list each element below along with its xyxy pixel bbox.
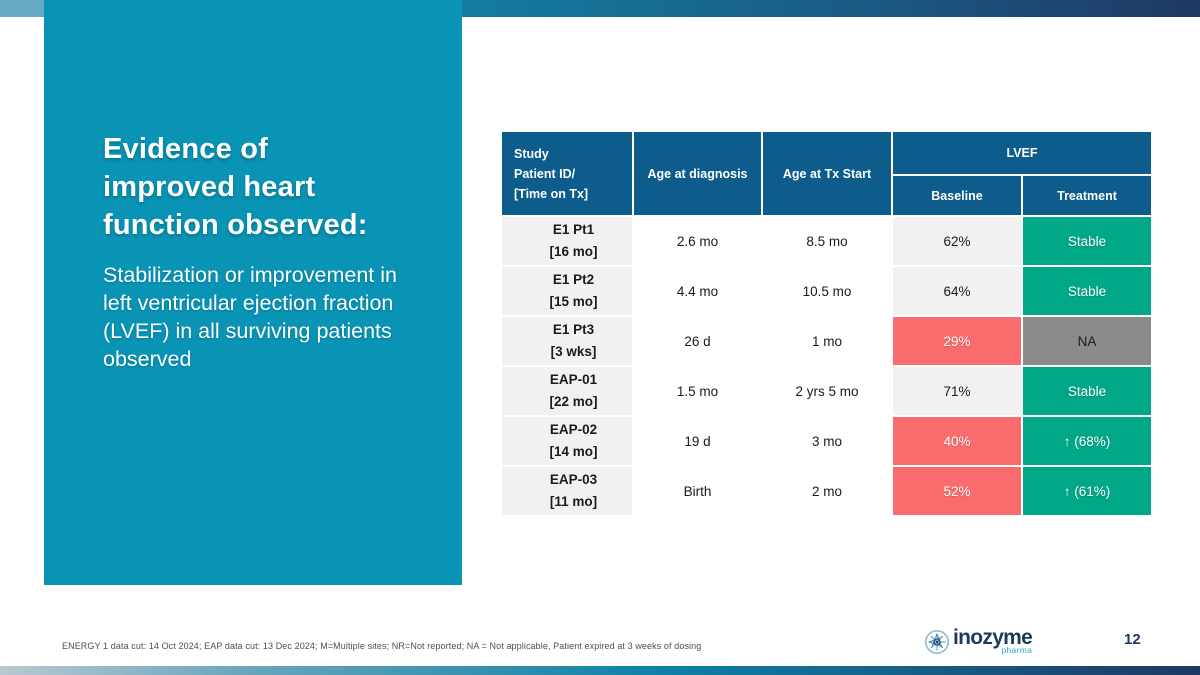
lvef-baseline-cell: 62%	[891, 215, 1023, 267]
lvef-baseline-cell: 64%	[891, 265, 1023, 317]
title-panel: Evidence of improved heart function obse…	[44, 0, 462, 585]
lvef-baseline-cell: 52%	[891, 465, 1023, 517]
lvef-baseline-cell: 40%	[891, 415, 1023, 467]
lvef-treatment-cell: Stable	[1021, 265, 1153, 317]
patient-id-cell: EAP-01 [22 mo]	[500, 365, 634, 417]
lvef-results-table: Study Patient ID/ [Time on Tx] Age at di…	[500, 130, 1153, 517]
lvef-baseline-cell: 71%	[891, 365, 1023, 417]
age-tx-start-cell: 10.5 mo	[761, 265, 893, 317]
inozyme-logo: inozyme pharma	[924, 626, 1033, 655]
inozyme-logo-icon	[925, 630, 949, 654]
age-diagnosis-cell: 26 d	[632, 315, 763, 367]
lvef-baseline-cell: 29%	[891, 315, 1023, 367]
table-row: E1 Pt1 [16 mo] 2.6 mo 8.5 mo 62% Stable	[500, 215, 1153, 267]
patient-id-cell: E1 Pt3 [3 wks]	[500, 315, 634, 367]
top-accent-left-bar	[0, 0, 45, 17]
patient-id-cell: E1 Pt1 [16 mo]	[500, 215, 634, 267]
logo-wordmark: inozyme	[953, 626, 1033, 649]
age-diagnosis-cell: 19 d	[632, 415, 763, 467]
patient-id-cell: EAP-02 [14 mo]	[500, 415, 634, 467]
lvef-treatment-cell: NA	[1021, 315, 1153, 367]
table-row: EAP-01 [22 mo] 1.5 mo 2 yrs 5 mo 71% Sta…	[500, 365, 1153, 417]
patient-id-cell: E1 Pt2 [15 mo]	[500, 265, 634, 317]
lvef-treatment-cell: ↑ (61%)	[1021, 465, 1153, 517]
page-number: 12	[1124, 631, 1141, 648]
age-tx-start-cell: 2 yrs 5 mo	[761, 365, 893, 417]
col-header-lvef: LVEF	[891, 130, 1153, 176]
table-row: EAP-02 [14 mo] 19 d 3 mo 40% ↑ (68%)	[500, 415, 1153, 467]
lvef-treatment-cell: ↑ (68%)	[1021, 415, 1153, 467]
age-tx-start-cell: 2 mo	[761, 465, 893, 517]
age-tx-start-cell: 3 mo	[761, 415, 893, 467]
col-header-age-at-tx-start: Age at Tx Start	[761, 130, 893, 217]
col-header-baseline: Baseline	[891, 174, 1023, 217]
table-row: E1 Pt3 [3 wks] 26 d 1 mo 29% NA	[500, 315, 1153, 367]
table-row: E1 Pt2 [15 mo] 4.4 mo 10.5 mo 64% Stable	[500, 265, 1153, 317]
age-diagnosis-cell: 4.4 mo	[632, 265, 763, 317]
lvef-treatment-cell: Stable	[1021, 365, 1153, 417]
slide-subtitle: Stabilization or improvement in left ven…	[103, 263, 397, 371]
age-diagnosis-cell: Birth	[632, 465, 763, 517]
logo-sub-wordmark: pharma	[1001, 645, 1033, 655]
table-row: EAP-03 [11 mo] Birth 2 mo 52% ↑ (61%)	[500, 465, 1153, 517]
patient-id-cell: EAP-03 [11 mo]	[500, 465, 634, 517]
age-diagnosis-cell: 2.6 mo	[632, 215, 763, 267]
lvef-treatment-cell: Stable	[1021, 215, 1153, 267]
age-diagnosis-cell: 1.5 mo	[632, 365, 763, 417]
col-header-age-at-diagnosis: Age at diagnosis	[632, 130, 763, 217]
footer-note: ENERGY 1 data cut: 14 Oct 2024; EAP data…	[62, 641, 702, 651]
col-header-treatment: Treatment	[1021, 174, 1153, 217]
col-header-study-patient-id: Study Patient ID/ [Time on Tx]	[500, 130, 634, 217]
slide-title: Evidence of improved heart function obse…	[103, 133, 368, 241]
age-tx-start-cell: 1 mo	[761, 315, 893, 367]
age-tx-start-cell: 8.5 mo	[761, 215, 893, 267]
bottom-accent-bar	[0, 666, 1200, 675]
top-accent-right-bar	[462, 0, 1200, 17]
